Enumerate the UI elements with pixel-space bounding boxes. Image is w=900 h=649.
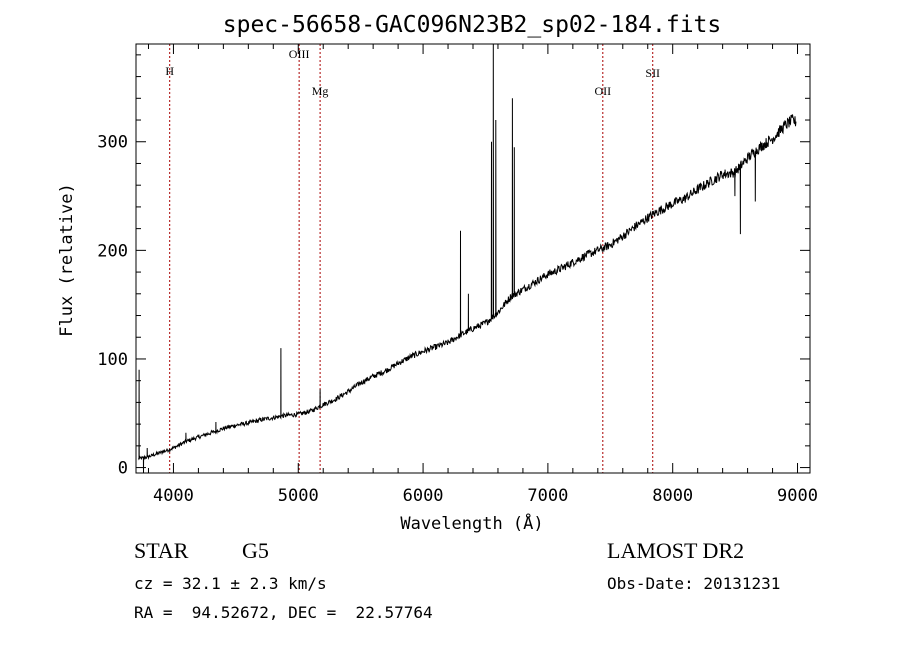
spectrum-series-line <box>138 43 797 474</box>
x-tick-label: 5000 <box>278 486 319 506</box>
marker-label-h: H <box>165 64 174 78</box>
x-tick-label: 9000 <box>777 486 818 506</box>
plot-frame <box>135 43 811 474</box>
x-tick-label: 7000 <box>527 486 568 506</box>
x-tick-label: 4000 <box>153 486 194 506</box>
x-tick-label: 6000 <box>403 486 444 506</box>
chart-title: spec-56658-GAC096N23B2_sp02-184.fits <box>223 12 722 38</box>
y-axis: 0 100 200 300 <box>97 54 810 479</box>
survey-name: LAMOST DR2 <box>607 538 745 563</box>
x-tick-label: 8000 <box>652 486 693 506</box>
redshift-cz: cz = 32.1 ± 2.3 km/s <box>134 574 327 593</box>
object-class: STAR <box>134 538 189 563</box>
x-axis-label: Wavelength (Å) <box>400 512 543 534</box>
marker-label-mg: Mg <box>312 84 329 98</box>
y-tick-label: 300 <box>97 133 128 153</box>
emission-line-markers: H OIII Mg OII SII <box>165 44 660 473</box>
coordinates: RA = 94.52672, DEC = 22.57764 <box>134 603 433 622</box>
y-tick-label: 200 <box>97 241 128 261</box>
x-axis: 4000 5000 6000 7000 8000 9000 <box>147 44 818 506</box>
y-tick-label: 0 <box>118 459 128 479</box>
observation-date: Obs-Date: 20131231 <box>607 574 781 593</box>
marker-label-oii: OII <box>594 84 611 98</box>
marker-label-sii: SII <box>645 66 660 80</box>
y-tick-label: 100 <box>97 350 128 370</box>
spectrum-chart: spec-56658-GAC096N23B2_sp02-184.fits H OI… <box>57 12 818 534</box>
object-subclass: G5 <box>242 538 269 563</box>
y-axis-label: Flux (relative) <box>57 183 77 337</box>
marker-label-oiii: OIII <box>289 47 310 61</box>
